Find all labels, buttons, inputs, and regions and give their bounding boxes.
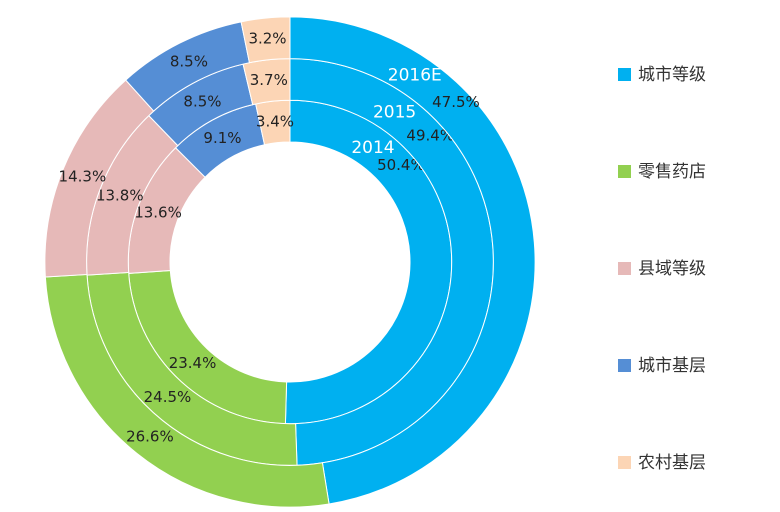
data-label: 9.1% bbox=[203, 129, 241, 147]
legend-label: 城市等级 bbox=[638, 65, 706, 85]
data-label: 26.6% bbox=[126, 428, 174, 446]
data-label: 3.7% bbox=[250, 71, 288, 89]
legend-swatch bbox=[618, 68, 631, 81]
data-label: 8.5% bbox=[170, 52, 208, 70]
donut-segment bbox=[289, 16, 536, 505]
data-label: 23.4% bbox=[169, 354, 217, 372]
donut-segment bbox=[240, 16, 291, 64]
data-label: 8.5% bbox=[183, 92, 221, 110]
legend-label: 城市基层 bbox=[638, 356, 706, 376]
data-label: 47.5% bbox=[432, 93, 480, 111]
legend-swatch bbox=[618, 456, 631, 469]
data-label: 50.4% bbox=[377, 156, 425, 174]
legend-swatch bbox=[618, 165, 631, 178]
legend-label: 农村基层 bbox=[638, 453, 706, 473]
legend-label: 县域等级 bbox=[638, 259, 706, 279]
ring-name: 2015 bbox=[373, 102, 416, 122]
data-label: 3.2% bbox=[248, 29, 286, 47]
legend-swatch bbox=[618, 262, 631, 275]
legend-label: 零售药店 bbox=[638, 162, 706, 182]
data-label: 24.5% bbox=[144, 388, 192, 406]
data-label: 14.3% bbox=[59, 168, 107, 186]
data-label: 3.4% bbox=[256, 112, 294, 130]
ring-name: 2016E bbox=[388, 66, 442, 86]
data-label: 13.6% bbox=[134, 203, 182, 221]
ring-name: 2014 bbox=[351, 138, 394, 158]
data-label: 13.8% bbox=[96, 187, 144, 205]
legend-swatch bbox=[618, 359, 631, 372]
data-label: 49.4% bbox=[406, 126, 454, 144]
